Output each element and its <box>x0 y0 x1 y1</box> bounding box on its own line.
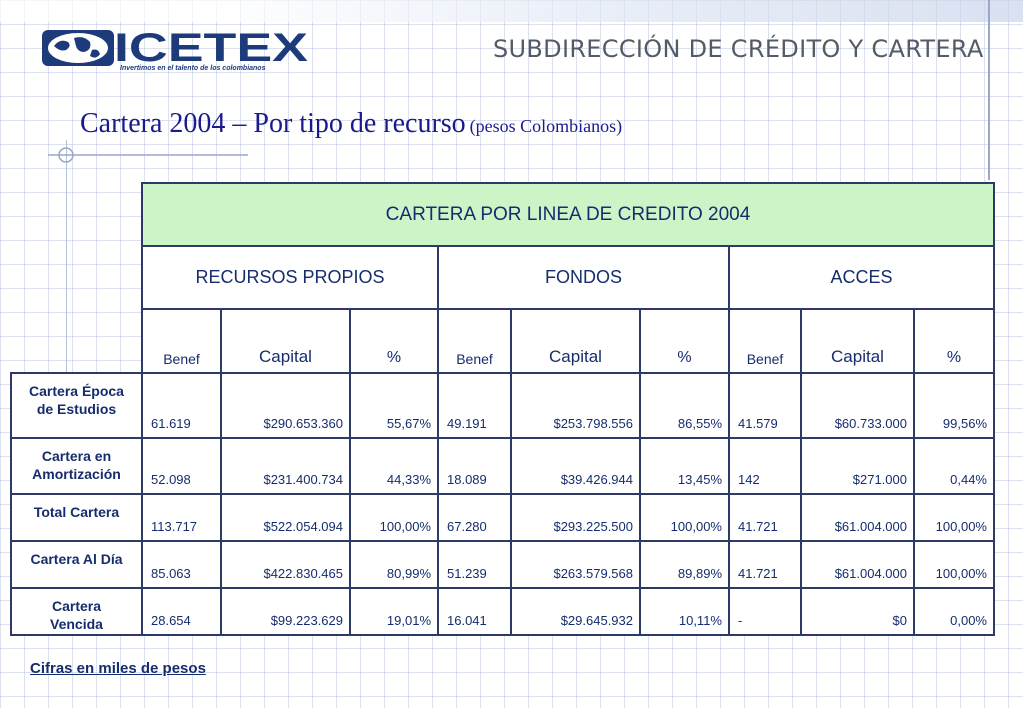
column-header-benef: Benef <box>728 308 802 374</box>
cell-percent: 89,89% <box>639 540 730 589</box>
cell-benef: 18.089 <box>437 437 512 495</box>
column-header-benef: Benef <box>437 308 512 374</box>
row-label: Cartera en Amortización <box>10 437 143 495</box>
cell-capital: $39.426.944 <box>510 437 641 495</box>
column-header-percent: % <box>913 308 995 374</box>
cell-capital: $60.733.000 <box>800 372 915 439</box>
cell-benef: 28.654 <box>141 587 222 636</box>
icetex-logo: ICETEX Invertimos en el talento de los c… <box>42 26 308 72</box>
row-label-line: Cartera en <box>41 448 112 464</box>
cell-benef: 61.619 <box>141 372 222 439</box>
cartera-table: CARTERA POR LINEA DE CREDITO 2004 RECURS… <box>10 182 995 636</box>
column-header-percent: % <box>349 308 439 374</box>
cell-benef: 142 <box>728 437 802 495</box>
row-label-line: Total Cartera <box>33 504 120 520</box>
page-title-qualifier: (pesos Colombianos) <box>469 116 623 136</box>
column-header-capital: Capital <box>800 308 915 374</box>
cell-benef: 41.721 <box>728 540 802 589</box>
cell-benef: 85.063 <box>141 540 222 589</box>
column-header-capital: Capital <box>510 308 641 374</box>
cell-capital: $61.004.000 <box>800 493 915 542</box>
cell-capital: $231.400.734 <box>220 437 351 495</box>
cell-percent: 99,56% <box>913 372 995 439</box>
row-label: Cartera Al Día <box>10 540 143 589</box>
cell-percent: 100,00% <box>349 493 439 542</box>
cell-percent: 86,55% <box>639 372 730 439</box>
cell-percent: 13,45% <box>639 437 730 495</box>
cell-percent: 0,44% <box>913 437 995 495</box>
column-header-capital: Capital <box>220 308 351 374</box>
empty-corner <box>11 309 142 373</box>
cell-capital: $522.054.094 <box>220 493 351 542</box>
crosshair-decoration <box>48 147 248 163</box>
cell-percent: 100,00% <box>913 540 995 589</box>
decorative-vertical-line <box>988 0 990 180</box>
cell-capital: $271.000 <box>800 437 915 495</box>
cell-capital: $29.645.932 <box>510 587 641 636</box>
top-decorative-band <box>0 0 1023 22</box>
cell-percent: 55,67% <box>349 372 439 439</box>
table-row: Cartera Vencida 28.654 $99.223.629 19,01%… <box>10 587 995 636</box>
row-label-line: Cartera Al Día <box>30 551 123 567</box>
empty-corner <box>11 246 142 309</box>
group-header-fondos: FONDOS <box>437 245 730 310</box>
cell-capital: $61.004.000 <box>800 540 915 589</box>
column-header-benef: Benef <box>141 308 222 374</box>
cell-benef: 41.721 <box>728 493 802 542</box>
row-label-line: Vencida <box>50 616 103 632</box>
cell-capital: $0 <box>800 587 915 636</box>
table-row: Total Cartera 113.717 $522.054.094 100,0… <box>10 493 995 542</box>
cell-benef: - <box>728 587 802 636</box>
table-row: Cartera en Amortización 52.098 $231.400.7… <box>10 437 995 495</box>
empty-corner <box>11 183 142 246</box>
cell-benef: 49.191 <box>437 372 512 439</box>
cell-capital: $290.653.360 <box>220 372 351 439</box>
cell-capital: $253.798.556 <box>510 372 641 439</box>
cell-percent: 19,01% <box>349 587 439 636</box>
group-header-acces: ACCES <box>728 245 995 310</box>
cell-percent: 100,00% <box>913 493 995 542</box>
cell-capital: $99.223.629 <box>220 587 351 636</box>
cell-capital: $422.830.465 <box>220 540 351 589</box>
cell-benef: 51.239 <box>437 540 512 589</box>
cell-capital: $263.579.568 <box>510 540 641 589</box>
cell-percent: 80,99% <box>349 540 439 589</box>
logo-tagline: Invertimos en el talento de los colombia… <box>120 65 266 72</box>
row-label-line: de Estudios <box>36 401 117 417</box>
cell-benef: 41.579 <box>728 372 802 439</box>
cell-benef: 113.717 <box>141 493 222 542</box>
row-label: Cartera Época de Estudios <box>10 372 143 439</box>
table-row: Cartera Al Día 85.063 $422.830.465 80,99… <box>10 540 995 589</box>
table-caption: CARTERA POR LINEA DE CREDITO 2004 <box>141 182 995 247</box>
table-row: Cartera Época de Estudios 61.619 $290.653… <box>10 372 995 439</box>
row-label-line: Cartera Época <box>29 383 124 399</box>
page-title-main: Cartera 2004 – Por tipo de recurso <box>80 108 466 139</box>
cell-benef: 67.280 <box>437 493 512 542</box>
cell-percent: 100,00% <box>639 493 730 542</box>
row-label-line: Cartera <box>51 598 102 614</box>
group-header-recursos-propios: RECURSOS PROPIOS <box>141 245 439 310</box>
column-header-percent: % <box>639 308 730 374</box>
cell-capital: $293.225.500 <box>510 493 641 542</box>
cell-benef: 16.041 <box>437 587 512 636</box>
cell-percent: 0,00% <box>913 587 995 636</box>
row-label-line: Amortización <box>32 466 121 482</box>
page-title: Cartera 2004 – Por tipo de recurso (peso… <box>80 108 622 140</box>
footnote: Cifras en miles de pesos <box>30 660 206 677</box>
decorative-vertical-line-left <box>66 140 67 380</box>
row-label: Cartera Vencida <box>10 587 143 636</box>
row-label: Total Cartera <box>10 493 143 542</box>
logo-wordmark: ICETEX <box>114 26 308 70</box>
department-subtitle: SUBDIRECCIÓN DE CRÉDITO Y CARTERA <box>493 35 984 63</box>
cell-benef: 52.098 <box>141 437 222 495</box>
cell-percent: 10,11% <box>639 587 730 636</box>
cell-percent: 44,33% <box>349 437 439 495</box>
